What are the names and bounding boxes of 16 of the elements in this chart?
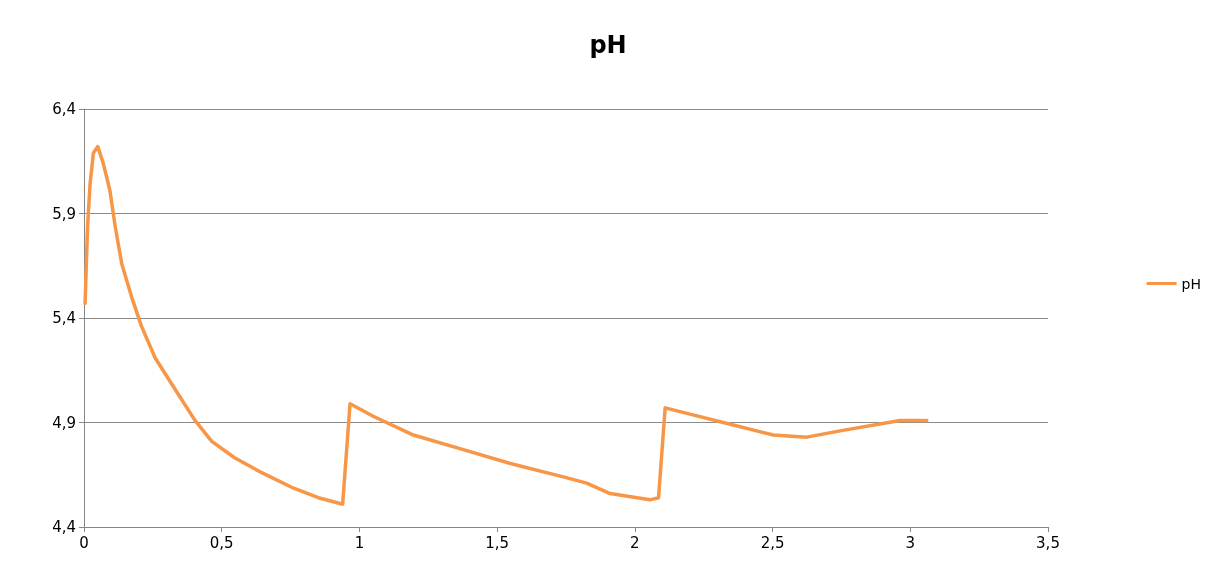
x-tick-label: 1 [354, 533, 365, 552]
x-tick-label: 2 [630, 533, 640, 552]
x-tick-label: 1,5 [485, 533, 510, 552]
x-tick-label: 3 [905, 533, 916, 552]
y-tick-label: 5,4 [52, 309, 76, 327]
chart-title: pH [589, 31, 627, 59]
y-tick-label: 4,4 [52, 518, 76, 536]
x-tick-label: 3,5 [1036, 533, 1060, 552]
y-tick-label: 4,9 [52, 413, 76, 432]
legend-label: pH [1181, 275, 1202, 292]
x-tick-label: 0 [79, 533, 89, 552]
x-tick-label: 0,5 [209, 533, 234, 552]
y-tick-label: 6,4 [52, 100, 76, 118]
line-series [83, 144, 929, 506]
x-tick-label: 2,5 [760, 533, 785, 552]
y-tick-label: 5,9 [52, 204, 76, 223]
